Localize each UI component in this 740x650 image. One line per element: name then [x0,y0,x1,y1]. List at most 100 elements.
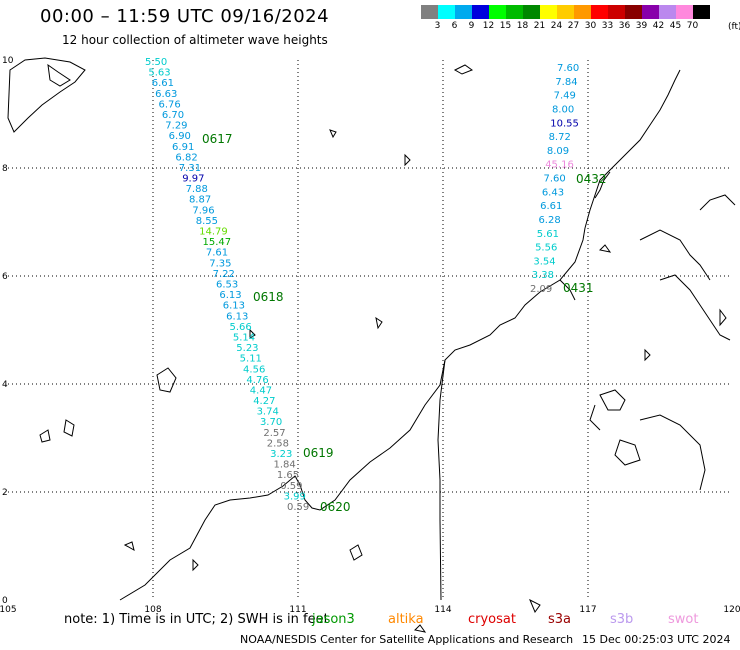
color-scale-tick: 18 [516,21,529,31]
map-title: 00:00 – 11:59 UTC 09/16/2024 [40,6,330,27]
color-scale-labels: 3 6 9 12 15 18 21 24 27 30 33 36 39 42 45 70 [421,21,710,35]
satellite-legend-item: jason3 [312,612,355,627]
color-swatch [455,5,472,19]
wave-height-value: 4.27 [253,396,275,407]
color-scale-tick: 15 [499,21,512,31]
wave-height-value: 5.56 [535,243,557,254]
wave-height-value: 4.56 [243,364,265,375]
wave-height-value: 0.59 [280,481,302,492]
color-scale-tick: 36 [618,21,631,31]
lon-tick-label: 117 [579,605,596,615]
satellite-legend-item: altika [388,612,424,627]
wave-height-value: 7.96 [192,205,214,216]
lat-tick-label: 0 [2,596,8,606]
wave-height-value: 6.43 [542,187,564,198]
color-swatch [693,5,710,19]
wave-height-value: 4.76 [246,375,268,386]
wave-height-value: 6.90 [169,131,191,142]
color-swatch [421,5,438,19]
wave-height-value: 3.54 [533,256,555,267]
color-scale-tick: 39 [635,21,648,31]
wave-height-value: 3.38 [532,270,554,281]
lat-lon-grid [8,60,732,600]
wave-height-track-east: 7.60 7.84 7.49 8.00 10.55 8.72 8.09 45.16 7.60 6.… [530,63,579,295]
wave-height-value: 8.87 [189,195,211,206]
wave-height-value: 8.09 [547,146,569,157]
lat-tick-label: 2 [2,488,8,498]
wave-height-value: 45.16 [545,160,574,171]
wave-height-value: 7.60 [557,63,579,74]
wave-height-value: 6.13 [223,301,245,312]
lat-tick-label: 10 [2,56,14,66]
wave-height-value: 5.11 [240,354,262,365]
wave-height-value: 3.70 [260,417,282,428]
wave-height-value: 5.63 [148,68,170,79]
color-swatch [659,5,676,19]
color-scale-tick: 12 [482,21,495,31]
wave-height-value: 6.61 [152,78,174,89]
satellite-legend-item: swot [668,612,699,627]
wave-height-value: 4.47 [250,385,272,396]
track-time-label: 0618 [253,290,284,304]
color-swatch [506,5,523,19]
color-scale-tick: 9 [468,21,475,31]
color-scale-tick: 3 [434,21,441,31]
track-time-label: 0617 [202,132,233,146]
wave-height-value: 5.61 [537,229,559,240]
color-swatch [574,5,591,19]
map-subtitle: 12 hour collection of altimeter wave hei… [62,33,328,47]
wave-height-value: 6.63 [155,89,177,100]
wave-height-value: 15.47 [202,237,231,248]
color-swatch [676,5,693,19]
coastlines [7,57,736,633]
lon-tick-label: 108 [144,605,161,615]
wave-height-value: 6.28 [538,215,560,226]
wave-height-value: 7.31 [179,163,201,174]
wave-height-value: 2.09 [530,284,552,295]
footnote: note: 1) Time is in UTC; 2) SWH is in fe… [64,612,329,627]
color-swatch [540,5,557,19]
wave-height-value: 1.84 [273,460,295,471]
track-time-label: 0432 [576,172,607,186]
color-scale-tick: 45 [669,21,682,31]
wave-height-value: 3.74 [257,407,279,418]
color-swatch [523,5,540,19]
lat-tick-label: 6 [2,272,8,282]
lon-tick-label: 114 [434,605,451,615]
wave-height-value: 5.14 [233,332,255,343]
color-scale-tick: 21 [533,21,546,31]
wave-height-value: 6.82 [175,152,197,163]
wave-height-value: 6.70 [162,110,184,121]
wave-height-value: 5.23 [236,343,258,354]
wave-height-value: 6.61 [540,201,562,212]
wave-height-track-west: 5.505.636.616.636.766.707.296.906.916.82… [145,57,309,513]
generation-timestamp: 15 Dec 00:25:03 UTC 2024 [582,633,731,646]
color-swatch [591,5,608,19]
wave-height-value: 1.65 [277,470,299,481]
color-scale-tick: 6 [451,21,458,31]
wave-height-value: 6.13 [219,290,241,301]
wave-height-value: 7.29 [165,121,187,132]
color-swatch [642,5,659,19]
track-time-label: 0431 [563,281,594,295]
wave-height-value: 7.88 [186,184,208,195]
wave-height-value: 5.66 [230,322,252,333]
track-time-label: 0619 [303,446,334,460]
wave-height-value: 7.84 [555,77,577,88]
wave-height-value: 9.97 [182,174,204,185]
wave-height-value: 10.55 [550,118,579,129]
color-scale-tick: 42 [652,21,665,31]
satellite-legend-item: s3b [610,612,634,627]
color-swatch [438,5,455,19]
wave-height-value: 7.22 [213,269,235,280]
color-swatch [557,5,574,19]
wave-height-value: 6.13 [226,311,248,322]
wave-height-value: 3.99 [284,491,306,502]
satellite-legend-item: s3a [548,612,572,627]
color-swatch [472,5,489,19]
color-scale-tick: 27 [567,21,580,31]
wave-height-value: 7.35 [209,258,231,269]
